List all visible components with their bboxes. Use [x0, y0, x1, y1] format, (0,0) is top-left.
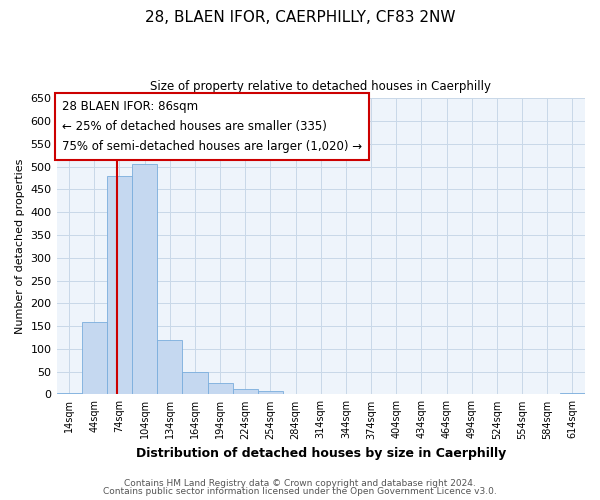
- Text: 28, BLAEN IFOR, CAERPHILLY, CF83 2NW: 28, BLAEN IFOR, CAERPHILLY, CF83 2NW: [145, 10, 455, 25]
- Bar: [132, 164, 157, 394]
- Bar: [56, 393, 82, 394]
- Bar: [157, 340, 182, 394]
- Bar: [560, 393, 585, 394]
- Bar: [182, 372, 208, 394]
- Bar: [82, 322, 107, 394]
- Bar: [208, 383, 233, 394]
- Y-axis label: Number of detached properties: Number of detached properties: [15, 158, 25, 334]
- X-axis label: Distribution of detached houses by size in Caerphilly: Distribution of detached houses by size …: [136, 447, 506, 460]
- Bar: [258, 391, 283, 394]
- Title: Size of property relative to detached houses in Caerphilly: Size of property relative to detached ho…: [150, 80, 491, 93]
- Text: Contains public sector information licensed under the Open Government Licence v3: Contains public sector information licen…: [103, 487, 497, 496]
- Text: Contains HM Land Registry data © Crown copyright and database right 2024.: Contains HM Land Registry data © Crown c…: [124, 478, 476, 488]
- Text: 28 BLAEN IFOR: 86sqm
← 25% of detached houses are smaller (335)
75% of semi-deta: 28 BLAEN IFOR: 86sqm ← 25% of detached h…: [62, 100, 362, 153]
- Bar: [107, 176, 132, 394]
- Bar: [233, 389, 258, 394]
